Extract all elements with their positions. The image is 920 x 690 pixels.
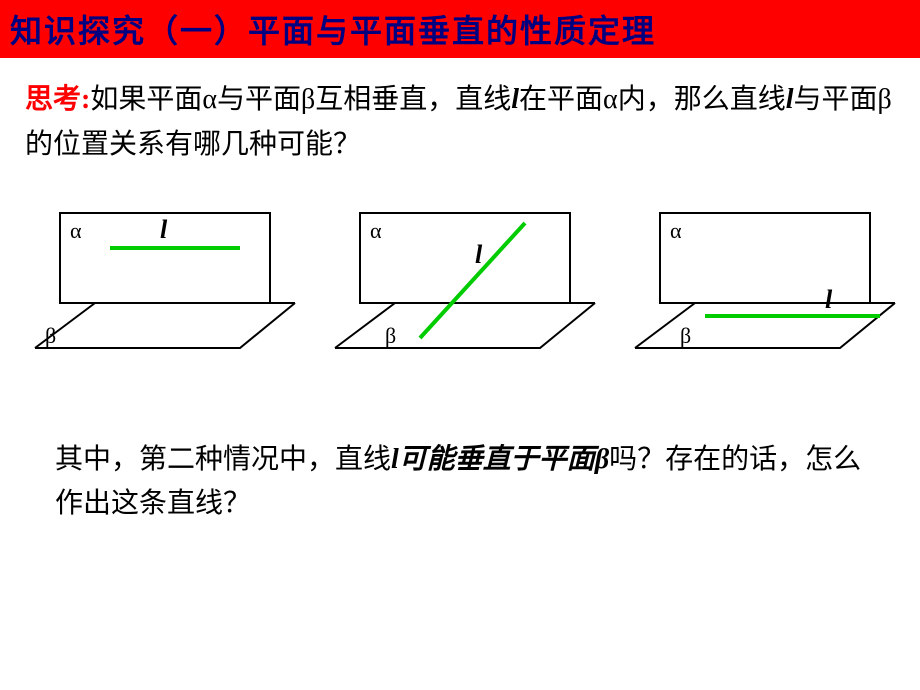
thinking-l-1: l: [511, 84, 519, 115]
alpha-label-1: α: [70, 218, 82, 243]
diagram-2: α l β: [325, 203, 605, 388]
diagrams-container: α l β α l β: [25, 203, 895, 388]
diagram-1: α l β: [25, 203, 305, 388]
thinking-paragraph: 思考:如果平面α与平面β互相垂直，直线l在平面α内，那么直线l与平面β的位置关系…: [25, 78, 895, 168]
alpha-label-3: α: [670, 218, 682, 243]
beta-label-3: β: [680, 323, 691, 348]
thinking-text-1: 如果平面α与平面β互相垂直，直线: [90, 84, 511, 115]
bottom-l: l: [391, 444, 399, 475]
thinking-text-1b: 在平面α内，那么直线: [519, 84, 786, 115]
beta-label-1: β: [45, 323, 56, 348]
l-label-2: l: [475, 240, 483, 269]
header-title-text: 知识探究（一）平面与平面垂直的性质定理: [10, 13, 656, 49]
thinking-label: 思考:: [25, 84, 90, 115]
alpha-label-2: α: [370, 218, 382, 243]
bottom-text-2: 可能垂直于平面: [399, 444, 595, 475]
beta-label-2: β: [385, 323, 396, 348]
bottom-paragraph: 其中，第二种情况中，直线l可能垂直于平面β吗？存在的话，怎么作出这条直线？: [25, 438, 895, 528]
content-area: 思考:如果平面α与平面β互相垂直，直线l在平面α内，那么直线l与平面β的位置关系…: [0, 58, 920, 547]
diagram-3: α l β: [625, 203, 905, 388]
l-label-3: l: [825, 285, 833, 314]
l-label-1: l: [160, 215, 168, 244]
header-title: 知识探究（一）平面与平面垂直的性质定理: [0, 0, 920, 58]
bottom-text-1: 其中，第二种情况中，直线: [55, 444, 391, 475]
bottom-beta: β: [595, 444, 609, 475]
